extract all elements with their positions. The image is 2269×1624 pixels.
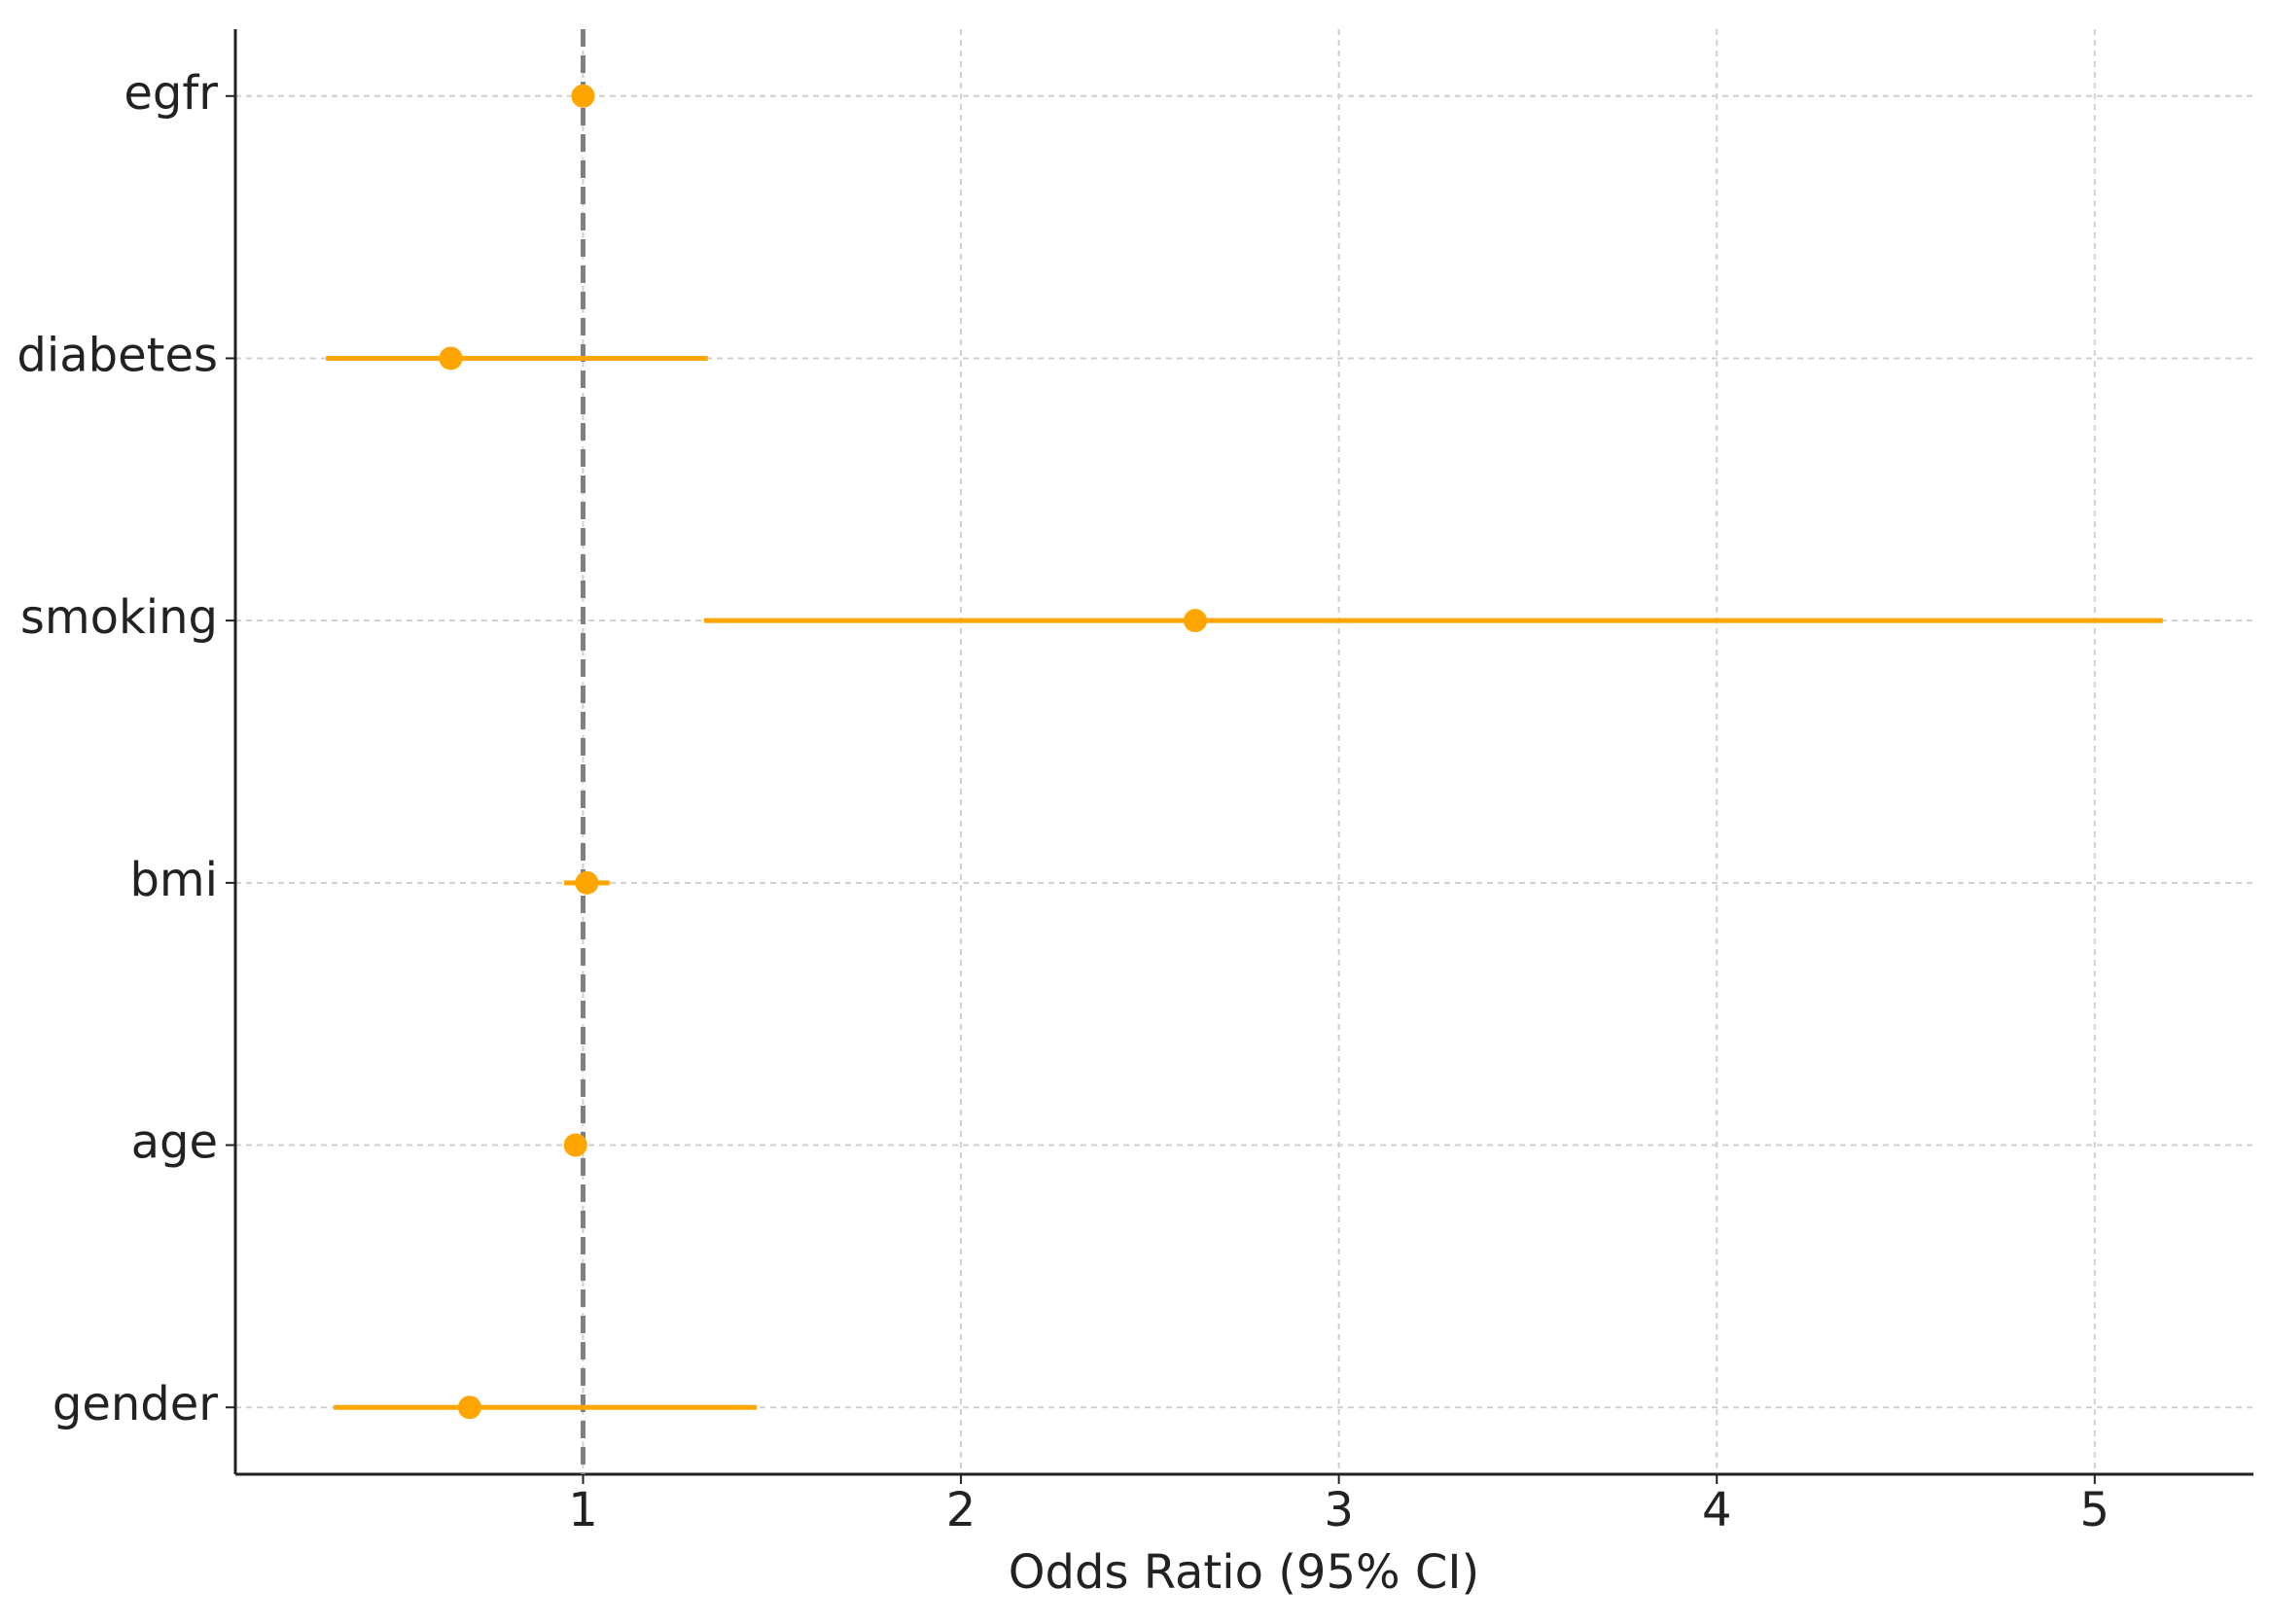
- y-tick-label: bmi: [129, 853, 218, 907]
- point: [1183, 609, 1207, 633]
- x-tick-label: 4: [1702, 1483, 1732, 1537]
- y-tick-label: smoking: [20, 590, 218, 645]
- point: [563, 1133, 587, 1157]
- point: [571, 84, 595, 108]
- x-tick-label: 5: [2080, 1483, 2110, 1537]
- y-tick-label: age: [131, 1115, 218, 1170]
- x-tick-label: 2: [946, 1483, 976, 1537]
- y-tick-label: egfr: [124, 66, 218, 121]
- x-tick-label: 3: [1324, 1483, 1354, 1537]
- point: [575, 870, 599, 895]
- y-tick-label: diabetes: [17, 328, 218, 382]
- point: [457, 1395, 481, 1420]
- point: [439, 346, 463, 371]
- x-axis-label: Odds Ratio (95% CI): [1009, 1545, 1480, 1600]
- y-tick-label: gender: [53, 1377, 218, 1431]
- x-tick-label: 1: [568, 1483, 598, 1537]
